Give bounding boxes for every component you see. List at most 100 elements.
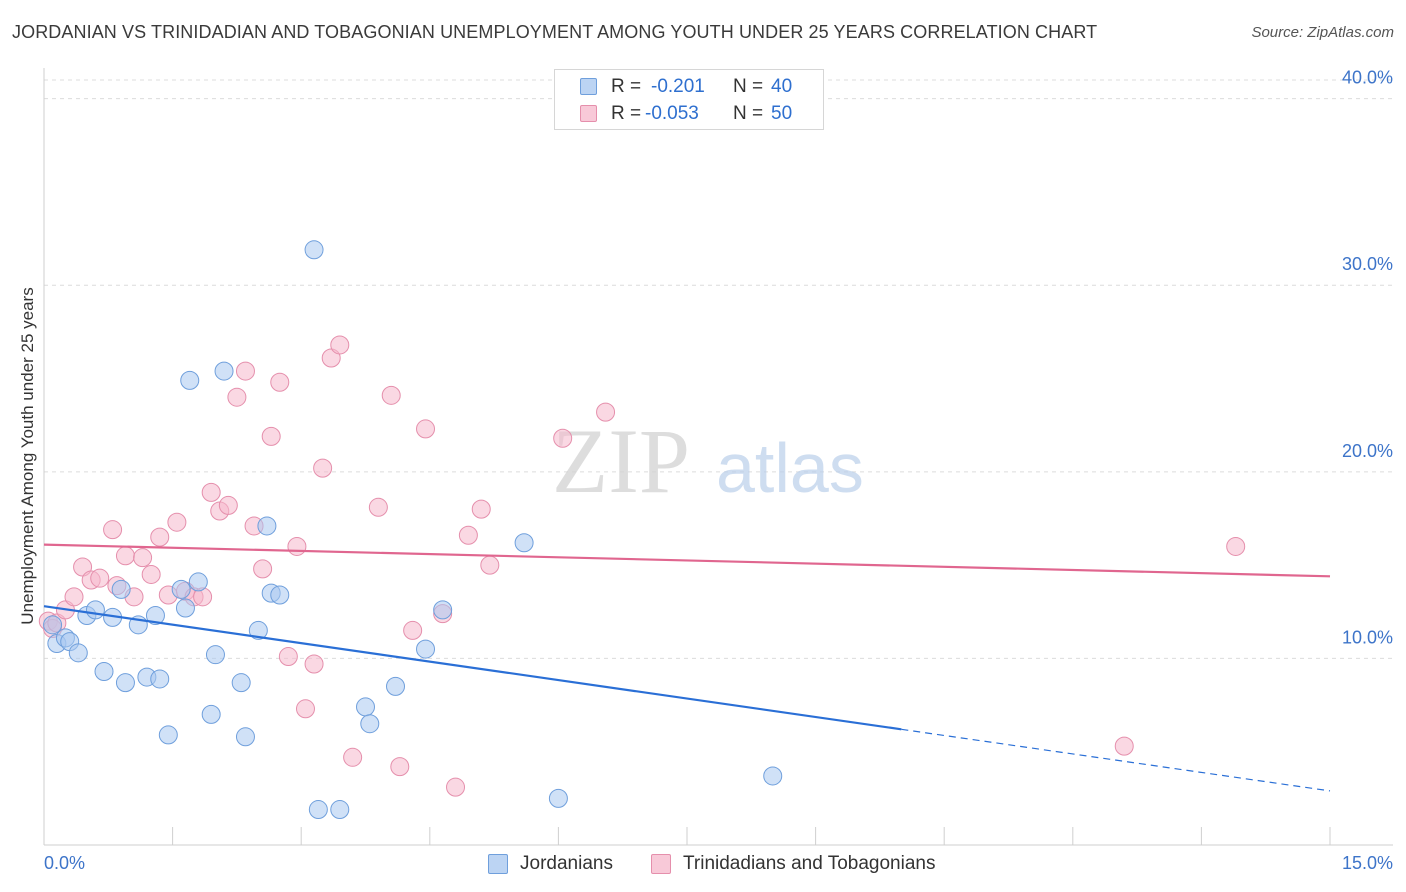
trinidadian-point (390, 757, 410, 777)
jordanian-trend-line (43, 605, 902, 731)
trinidadian-point (343, 747, 363, 767)
trinidadian-point (141, 564, 161, 584)
trinidadian-trend-line (43, 543, 1331, 578)
trinidadian-point (458, 525, 478, 545)
chart-title: JORDANIAN VS TRINIDADIAN AND TOBAGONIAN … (12, 22, 1098, 42)
trinidadian-point (1226, 536, 1246, 556)
trinidadian-point (103, 520, 123, 540)
n-label: N = (733, 103, 764, 124)
jordanian-point (304, 240, 324, 260)
trinidadian-point (227, 387, 247, 407)
blue-swatch (580, 78, 597, 95)
source-credit: Source: ZipAtlas.com (1251, 24, 1394, 41)
jordanian-point (68, 643, 88, 663)
trinidadian-point (133, 548, 153, 568)
trinidadian-point (295, 699, 315, 719)
blue-swatch (488, 854, 508, 874)
x-ticks (172, 827, 1331, 845)
jordanian-point (158, 725, 178, 745)
trinidadian-point (553, 428, 573, 448)
trinidadian-point (330, 335, 350, 355)
jordanian-trend-extension (901, 728, 1331, 792)
jordanian-point (514, 533, 534, 553)
n-value: 50 (771, 103, 793, 124)
trinidadian-point (304, 654, 324, 674)
trinidadian-point (218, 495, 238, 515)
trinidadian-point (278, 647, 298, 667)
jordanian-point (548, 788, 568, 808)
y-tick-label: 10.0% (1342, 627, 1393, 647)
jordanian-point (188, 572, 208, 592)
trinidadian-point (368, 497, 388, 517)
jordanian-point (171, 579, 191, 599)
n-value: 40 (771, 76, 793, 97)
y-tick-label: 30.0% (1342, 254, 1393, 274)
jordanian-point (85, 600, 105, 620)
series-trinidadian-points (38, 335, 1246, 797)
trinidadian-point (90, 568, 110, 588)
watermark-zip: ZIP (552, 410, 690, 512)
jordanian-point (416, 639, 436, 659)
r-label: R = (611, 76, 642, 97)
stats-row-jordanians: R = -0.201 N = 40 (555, 74, 823, 100)
jordanian-point (175, 598, 195, 618)
jordanian-point (257, 516, 277, 536)
trinidadian-point (201, 482, 221, 502)
trinidadian-point (381, 385, 401, 405)
r-label: R = (611, 103, 642, 124)
trinidadian-point (480, 555, 500, 575)
trinidadian-point (313, 458, 333, 478)
legend-label: Trinidadians and Tobagonians (683, 853, 936, 874)
trinidadian-point (261, 426, 281, 446)
legend-label: Jordanians (520, 853, 613, 874)
jordanian-point (145, 606, 165, 625)
stats-row-trinidadians: R = -0.053 N = 50 (555, 101, 823, 127)
trinidadian-point (416, 419, 436, 439)
y-tick-labels: 10.0% 20.0% 30.0% 40.0% (1342, 68, 1393, 648)
stats-legend: R = -0.201 N = 40 R = -0.053 N = 50 (554, 69, 824, 130)
trinidadian-point (287, 536, 307, 556)
y-tick-label: 20.0% (1342, 441, 1393, 461)
trinidadian-point (167, 512, 187, 532)
jordanian-point (433, 600, 453, 620)
watermark: ZIP atlas (552, 410, 864, 512)
jordanian-point (94, 661, 114, 681)
jordanian-point (43, 615, 63, 635)
trinidadian-point (253, 559, 273, 579)
jordanian-point (205, 645, 225, 665)
jordanian-point (201, 704, 221, 724)
axes (43, 68, 1393, 846)
trinidadian-point (403, 620, 423, 640)
trinidadian-point (446, 777, 466, 797)
r-value: -0.201 (651, 76, 705, 97)
jordanian-point (235, 727, 255, 747)
trinidadian-point (1114, 736, 1134, 756)
trinidadian-point (235, 361, 255, 381)
x-tick-label-min: 0.0% (44, 853, 85, 873)
jordanian-point (115, 673, 135, 693)
trinidadian-point (150, 527, 170, 547)
r-value: -0.053 (645, 103, 699, 124)
pink-swatch (580, 105, 597, 122)
watermark-atlas: atlas (716, 429, 864, 507)
pink-swatch (651, 854, 671, 874)
trinidadian-point (64, 587, 84, 607)
series-jordanian-points (43, 240, 783, 820)
jordanian-point (231, 673, 251, 693)
jordanian-point (386, 676, 406, 696)
trinidadian-point (270, 372, 290, 392)
jordanian-point (111, 579, 131, 599)
x-tick-label-max: 15.0% (1342, 853, 1393, 873)
y-axis-label: Unemployment Among Youth under 25 years (18, 287, 37, 624)
jordanian-point (270, 585, 290, 605)
jordanian-point (356, 697, 375, 717)
jordanian-point (763, 766, 783, 786)
trend-lines (43, 543, 1331, 792)
y-tick-label: 40.0% (1342, 68, 1393, 88)
jordanian-point (330, 800, 350, 820)
jordanian-point (308, 800, 328, 820)
trinidadian-point (596, 402, 616, 422)
jordanian-point (214, 361, 234, 381)
n-label: N = (733, 76, 764, 97)
